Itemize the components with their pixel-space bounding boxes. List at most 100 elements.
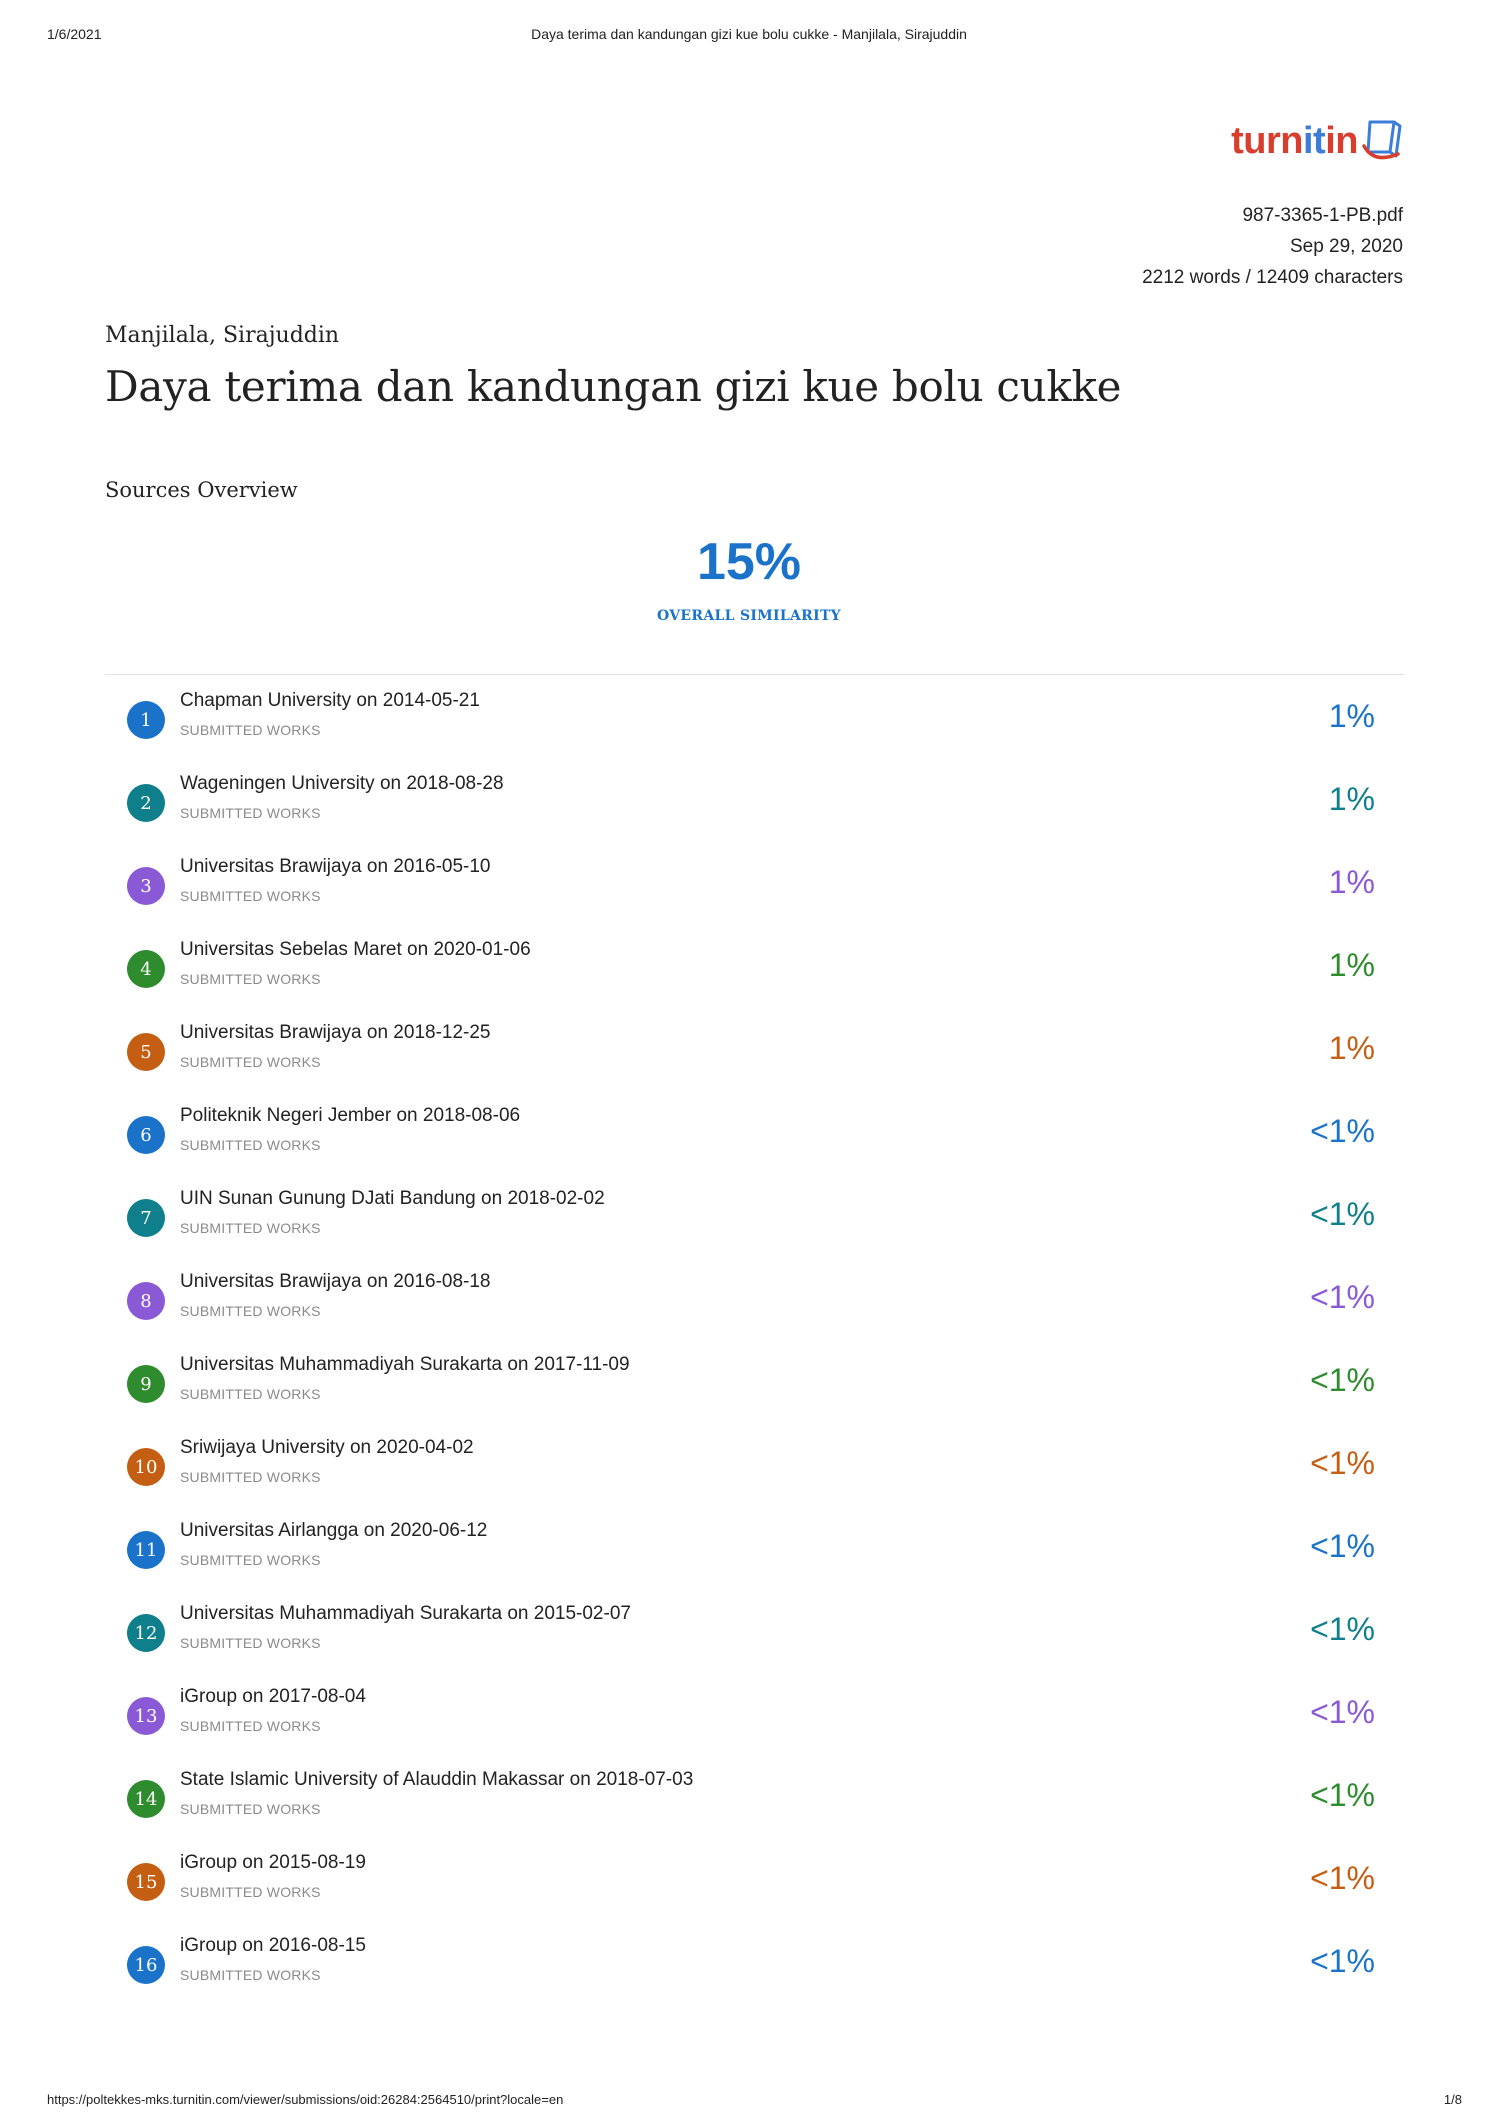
source-name[interactable]: Universitas Muhammadiyah Surakarta on 20… [180,1354,630,1375]
source-percentage: <1% [1310,1279,1375,1315]
source-row[interactable]: 14 State Islamic University of Alauddin M… [105,1769,1405,1852]
source-percentage: 1% [1328,698,1375,734]
source-row[interactable]: 9 Universitas Muhammadiyah Surakarta on 2… [105,1354,1405,1437]
source-name[interactable]: UIN Sunan Gunung DJati Bandung on 2018-0… [180,1188,605,1209]
turnitin-logo: turnitin [1231,112,1404,170]
source-type: SUBMITTED WORKS [180,1303,321,1319]
source-name[interactable]: iGroup on 2015-08-19 [180,1852,366,1873]
logo-wordmark: turnitin [1231,119,1358,162]
author-name: Manjilala, Sirajuddin [105,323,340,348]
source-row[interactable]: 3 Universitas Brawijaya on 2016-05-10 SUBM… [105,856,1405,939]
source-row[interactable]: 7 UIN Sunan Gunung DJati Bandung on 2018-… [105,1188,1405,1271]
source-row[interactable]: 4 Universitas Sebelas Maret on 2020-01-06… [105,939,1405,1022]
divider [105,674,1405,675]
source-row[interactable]: 10 Sriwijaya University on 2020-04-02 SUBM… [105,1437,1405,1520]
source-percentage: 1% [1328,947,1375,983]
source-name[interactable]: Universitas Muhammadiyah Surakarta on 20… [180,1603,631,1624]
source-percentage: <1% [1310,1113,1375,1149]
source-type: SUBMITTED WORKS [180,888,321,904]
source-name[interactable]: Chapman University on 2014-05-21 [180,690,480,711]
source-number-badge: 9 [127,1365,165,1403]
source-type: SUBMITTED WORKS [180,722,321,738]
source-percentage: <1% [1310,1860,1375,1896]
source-number-badge: 3 [127,867,165,905]
source-row[interactable]: 6 Politeknik Negeri Jember on 2018-08-06 S… [105,1105,1405,1188]
overall-similarity-label: OVERALL SIMILARITY [657,608,841,624]
source-name[interactable]: iGroup on 2016-08-15 [180,1935,366,1956]
source-name[interactable]: iGroup on 2017-08-04 [180,1686,366,1707]
source-number-badge: 13 [127,1697,165,1735]
print-date: 1/6/2021 [47,26,102,42]
source-percentage: <1% [1310,1943,1375,1979]
source-percentage: 1% [1328,781,1375,817]
source-row[interactable]: 8 Universitas Brawijaya on 2016-08-18 SUBM… [105,1271,1405,1354]
source-number-badge: 7 [127,1199,165,1237]
source-percentage: <1% [1310,1611,1375,1647]
source-row[interactable]: 1 Chapman University on 2014-05-21 SUBMITT… [105,690,1405,773]
source-number-badge: 6 [127,1116,165,1154]
source-name[interactable]: Universitas Brawijaya on 2018-12-25 [180,1022,491,1043]
print-url: https://poltekkes-mks.turnitin.com/viewe… [47,2092,564,2107]
document-title: Daya terima dan kandungan gizi kue bolu … [105,362,1122,411]
source-number-badge: 1 [127,701,165,739]
source-number-badge: 16 [127,1946,165,1984]
source-type: SUBMITTED WORKS [180,1801,321,1817]
source-number-badge: 5 [127,1033,165,1071]
source-type: SUBMITTED WORKS [180,1967,321,1983]
source-type: SUBMITTED WORKS [180,1884,321,1900]
source-name[interactable]: Sriwijaya University on 2020-04-02 [180,1437,474,1458]
source-percentage: <1% [1310,1196,1375,1232]
source-row[interactable]: 16 iGroup on 2016-08-15 SUBMITTED WORKS <1% [105,1935,1405,2018]
source-percentage: 1% [1328,864,1375,900]
source-row[interactable]: 2 Wageningen University on 2018-08-28 SUBM… [105,773,1405,856]
source-type: SUBMITTED WORKS [180,1718,321,1734]
source-type: SUBMITTED WORKS [180,1386,321,1402]
source-name[interactable]: Universitas Airlangga on 2020-06-12 [180,1520,488,1541]
source-percentage: <1% [1310,1694,1375,1730]
source-percentage: <1% [1310,1528,1375,1564]
source-type: SUBMITTED WORKS [180,1635,321,1651]
source-name[interactable]: Wageningen University on 2018-08-28 [180,773,504,794]
source-number-badge: 12 [127,1614,165,1652]
source-name[interactable]: Universitas Brawijaya on 2016-08-18 [180,1271,491,1292]
source-type: SUBMITTED WORKS [180,1137,321,1153]
source-row[interactable]: 15 iGroup on 2015-08-19 SUBMITTED WORKS <1% [105,1852,1405,1935]
document-meta: 987-3365-1-PB.pdf Sep 29, 2020 2212 word… [1142,200,1403,293]
source-number-badge: 8 [127,1282,165,1320]
source-name[interactable]: Politeknik Negeri Jember on 2018-08-06 [180,1105,521,1126]
source-number-badge: 10 [127,1448,165,1486]
source-type: SUBMITTED WORKS [180,805,321,821]
overall-similarity-value: 15% [696,533,802,591]
source-percentage: 1% [1328,1030,1375,1066]
source-type: SUBMITTED WORKS [180,971,321,987]
print-footer: https://poltekkes-mks.turnitin.com/viewe… [0,2092,1498,2112]
print-page-title: Daya terima dan kandungan gizi kue bolu … [531,26,967,42]
source-percentage: <1% [1310,1362,1375,1398]
source-type: SUBMITTED WORKS [180,1469,321,1485]
source-number-badge: 4 [127,950,165,988]
sources-overview-heading: Sources Overview [105,478,298,502]
source-row[interactable]: 5 Universitas Brawijaya on 2018-12-25 SUBM… [105,1022,1405,1105]
submission-date: Sep 29, 2020 [1289,236,1403,257]
source-number-badge: 11 [127,1531,165,1569]
source-name[interactable]: Universitas Brawijaya on 2016-05-10 [180,856,491,877]
source-number-badge: 14 [127,1780,165,1818]
word-char-count: 2212 words / 12409 characters [1142,267,1403,288]
source-type: SUBMITTED WORKS [180,1220,321,1236]
source-row[interactable]: 12 Universitas Muhammadiyah Surakarta on … [105,1603,1405,1686]
source-type: SUBMITTED WORKS [180,1054,321,1070]
source-row[interactable]: 11 Universitas Airlangga on 2020-06-12 SUB… [105,1520,1405,1603]
file-name: 987-3365-1-PB.pdf [1242,205,1403,226]
source-name[interactable]: State Islamic University of Alauddin Mak… [180,1769,694,1790]
source-number-badge: 2 [127,784,165,822]
turnitin-mark-icon [1362,120,1402,160]
source-number-badge: 15 [127,1863,165,1901]
source-percentage: <1% [1310,1445,1375,1481]
page-number: 1/8 [1443,2092,1462,2107]
source-percentage: <1% [1310,1777,1375,1813]
overall-similarity: 15% OVERALL SIMILARITY [0,530,1498,624]
source-type: SUBMITTED WORKS [180,1552,321,1568]
source-row[interactable]: 13 iGroup on 2017-08-04 SUBMITTED WORKS <1% [105,1686,1405,1769]
print-header: 1/6/2021 Daya terima dan kandungan gizi … [0,26,1498,46]
source-name[interactable]: Universitas Sebelas Maret on 2020-01-06 [180,939,531,960]
